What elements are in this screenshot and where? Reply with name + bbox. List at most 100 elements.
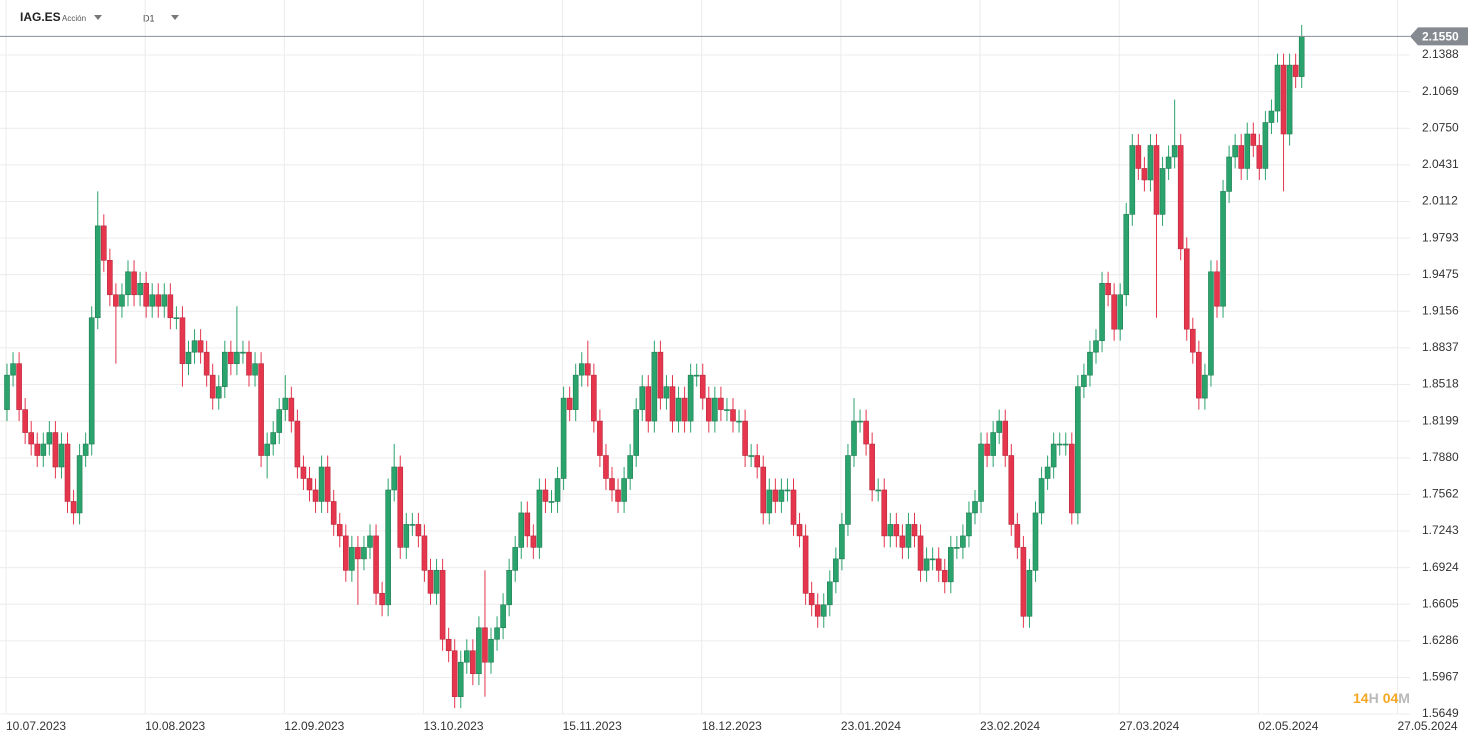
candle-body (609, 478, 615, 491)
candle-body (808, 593, 815, 606)
candle-body (597, 420, 603, 456)
candle-body (1280, 64, 1287, 135)
candle-body (754, 455, 761, 468)
candle-body (167, 294, 174, 319)
candle-body (784, 489, 791, 492)
candle-body (1141, 168, 1148, 181)
candle-body (657, 351, 664, 399)
timeframe[interactable]: D1 (143, 13, 155, 23)
candle-body (258, 363, 264, 456)
candle-body (1232, 145, 1238, 158)
candle-body (191, 340, 198, 353)
symbol-dropdown[interactable] (94, 15, 102, 20)
candle-body (984, 443, 990, 456)
candle-body (342, 535, 349, 571)
candle-body (457, 661, 464, 697)
candle-body (10, 363, 16, 376)
candle-body (718, 397, 724, 410)
candle-body (1129, 145, 1136, 215)
candle-body (923, 558, 930, 571)
candle-body (724, 409, 730, 411)
candle-body (403, 524, 410, 548)
candle-body (40, 443, 47, 456)
candle-body (246, 351, 252, 376)
candle-body (1032, 512, 1039, 571)
candle-body (966, 512, 972, 537)
candle-body (421, 535, 428, 571)
candle-body (300, 466, 307, 479)
y-tick-label: 1.8837 (1422, 340, 1459, 354)
candle-body (367, 535, 373, 548)
candle-body (1220, 191, 1226, 307)
x-tick-label: 02.05.2024 (1258, 719, 1318, 733)
candle-body (954, 547, 960, 549)
y-tick-label: 1.6286 (1422, 633, 1459, 647)
candle-body (790, 489, 797, 525)
candle-body (572, 374, 579, 410)
candle-body (536, 489, 543, 548)
y-tick-label: 1.8518 (1422, 377, 1459, 391)
candle-body (1177, 145, 1184, 250)
candle-body (530, 535, 537, 548)
countdown-minutes-unit: M (1398, 690, 1410, 706)
candle-body (1123, 214, 1130, 296)
timeframe-dropdown[interactable] (171, 15, 179, 20)
symbol[interactable]: IAG.ES (20, 10, 61, 24)
candle-body (1226, 156, 1232, 192)
candle-body (748, 455, 754, 457)
candle-body (863, 420, 869, 445)
candle-body (1171, 145, 1178, 158)
candle-body (1262, 122, 1269, 169)
candle-body (1050, 443, 1057, 468)
x-tick-label: 27.05.2024 (1398, 719, 1458, 733)
candle-body (506, 570, 512, 606)
candle-body (887, 524, 894, 537)
y-tick-label: 2.1069 (1422, 84, 1459, 98)
candle-body (591, 374, 597, 422)
candle-body (833, 558, 839, 583)
candle-body (488, 638, 494, 663)
grid: 2.1388 2.1069 2.0750 2.0431 2.0112 1.9793 1.94… (0, 0, 1459, 733)
candle-body (149, 294, 155, 307)
candle-body (1105, 282, 1111, 296)
candle-body (760, 466, 767, 514)
candle-body (996, 420, 1003, 433)
candle-body (772, 489, 779, 502)
candle-body (1026, 570, 1033, 617)
candle-body (119, 294, 125, 307)
instrument-type: Acción (62, 14, 86, 23)
y-tick-label: 1.6924 (1422, 560, 1459, 574)
candle-body (1093, 340, 1099, 353)
candle-body (1147, 145, 1154, 181)
candle-body (324, 466, 331, 502)
candle-body (1062, 443, 1069, 446)
candle-body (851, 420, 857, 456)
y-tick-label: 1.9793 (1422, 230, 1459, 244)
x-tick-label: 10.08.2023 (145, 719, 205, 733)
candle-body (935, 558, 942, 571)
candle-body (687, 374, 694, 422)
candle-body (730, 409, 736, 422)
candle-body (64, 443, 71, 502)
header: IAG.ES Acción D1 (20, 10, 179, 24)
candle-body (645, 386, 652, 422)
candle-body (621, 478, 627, 502)
candle-body (222, 351, 228, 387)
candle-body (911, 524, 918, 537)
candles (4, 24, 1305, 709)
candle-body (778, 489, 785, 502)
candle-body (766, 489, 773, 514)
candle-body (349, 547, 355, 571)
candle-body (1002, 420, 1009, 456)
candle-body (1087, 351, 1093, 376)
candle-body (94, 225, 101, 319)
candle-body (203, 351, 210, 376)
candle-body (28, 432, 35, 445)
candle-body (947, 547, 954, 583)
candle-body (409, 524, 416, 526)
candle-body (1117, 294, 1123, 330)
candle-body (1020, 547, 1027, 617)
candle-body (476, 627, 482, 674)
candle-body (736, 420, 742, 423)
